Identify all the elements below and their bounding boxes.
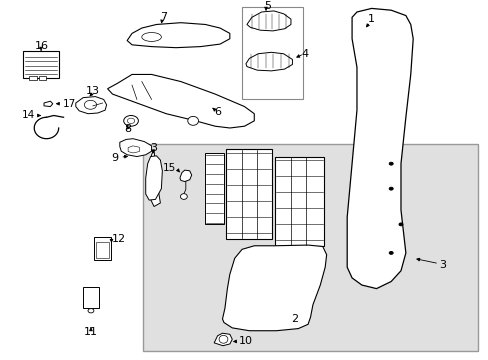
Polygon shape (107, 75, 254, 128)
Polygon shape (180, 170, 191, 181)
Text: 6: 6 (214, 107, 221, 117)
Text: 13: 13 (86, 86, 100, 95)
Text: 11: 11 (84, 327, 98, 337)
Polygon shape (246, 11, 290, 31)
Text: 15: 15 (163, 163, 176, 173)
Text: 8: 8 (124, 124, 131, 134)
Bar (83, 287, 99, 308)
Ellipse shape (388, 252, 392, 255)
Ellipse shape (88, 309, 94, 313)
Bar (225, 149, 272, 239)
Bar (96, 242, 109, 258)
Ellipse shape (123, 116, 138, 126)
Polygon shape (76, 96, 106, 114)
Polygon shape (120, 139, 151, 157)
Text: 5: 5 (264, 1, 271, 10)
Polygon shape (222, 245, 326, 331)
Polygon shape (127, 23, 229, 48)
Bar (242, 6, 303, 99)
Text: 17: 17 (62, 99, 76, 109)
Text: 10: 10 (238, 337, 252, 346)
Polygon shape (44, 101, 53, 107)
Bar (274, 157, 323, 246)
Ellipse shape (180, 194, 187, 199)
Ellipse shape (142, 32, 161, 41)
Ellipse shape (127, 118, 134, 123)
Text: 3: 3 (150, 143, 157, 153)
Bar (94, 237, 111, 260)
Polygon shape (128, 146, 139, 153)
Bar (143, 144, 477, 351)
Ellipse shape (388, 187, 392, 190)
Bar (29, 76, 37, 80)
Bar (23, 51, 59, 78)
Text: 1: 1 (367, 14, 374, 24)
Text: 12: 12 (111, 234, 125, 244)
Bar (39, 76, 46, 80)
Bar (205, 153, 224, 224)
Polygon shape (145, 156, 162, 200)
Ellipse shape (388, 162, 392, 165)
Ellipse shape (219, 336, 227, 343)
Ellipse shape (187, 116, 198, 125)
Text: 9: 9 (111, 153, 119, 163)
Polygon shape (149, 149, 160, 207)
Polygon shape (214, 333, 232, 346)
Text: 7: 7 (160, 12, 167, 22)
Text: 3: 3 (438, 260, 445, 270)
Text: 16: 16 (35, 41, 48, 51)
Text: 14: 14 (21, 111, 35, 121)
Polygon shape (346, 8, 412, 289)
Polygon shape (245, 52, 292, 71)
Text: 2: 2 (290, 314, 297, 324)
Ellipse shape (84, 100, 96, 109)
Text: 4: 4 (301, 49, 308, 59)
Ellipse shape (398, 223, 402, 226)
